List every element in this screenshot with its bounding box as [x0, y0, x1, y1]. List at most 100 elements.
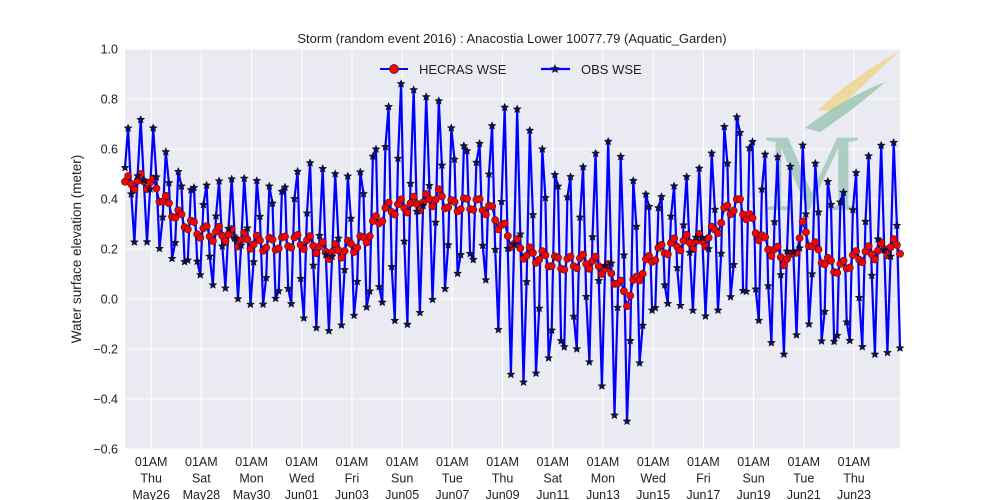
obs-wse-point — [296, 273, 306, 283]
legend-obs-label: OBS WSE — [581, 62, 642, 77]
obs-wse-point — [663, 298, 673, 308]
hecras-wse-point — [124, 172, 133, 180]
obs-wse-point — [214, 176, 224, 185]
obs-wse-point — [387, 262, 397, 271]
obs-wse-point — [446, 123, 456, 132]
hecras-wse-point — [814, 245, 823, 254]
hecras-wse-point — [704, 233, 713, 242]
x-tick-label: Wed — [640, 472, 666, 486]
obs-wse-point — [129, 237, 139, 246]
obs-wse-point — [644, 201, 654, 211]
y-axis-label: Water surface elevation (meter) — [69, 155, 84, 344]
obs-wse-point — [528, 210, 538, 219]
obs-wse-point — [453, 268, 463, 278]
hecras-wse-point — [384, 198, 393, 207]
legend: HECRAS WSE OBS WSE — [380, 62, 642, 77]
obs-wse-point — [798, 140, 808, 150]
obs-wse-point — [205, 251, 215, 261]
x-tick-label: Jun15 — [636, 488, 670, 500]
hecras-wse-point — [541, 251, 550, 260]
hecras-wse-point — [845, 263, 854, 272]
obs-wse-point — [666, 211, 676, 221]
obs-wse-point — [230, 233, 240, 243]
obs-wse-point — [594, 275, 604, 285]
obs-wse-point — [277, 186, 287, 196]
hecras-wse-point — [353, 243, 362, 252]
obs-wse-point — [820, 306, 830, 316]
obs-wse-point — [556, 336, 566, 345]
obs-wse-point — [242, 223, 252, 233]
obs-wse-point — [120, 162, 130, 172]
obs-wse-point — [773, 152, 783, 161]
hecras-wse-point — [372, 212, 380, 220]
hecras-wse-point — [152, 184, 161, 193]
obs-wse-point — [512, 104, 522, 114]
obs-wse-point — [537, 144, 547, 154]
obs-wse-point — [396, 79, 406, 88]
obs-wse-point — [870, 349, 880, 359]
obs-wse-point — [879, 245, 889, 255]
x-tick-label: Thu — [492, 472, 514, 486]
hecras-wse-point — [729, 206, 738, 215]
y-tick-label: 0.6 — [101, 143, 118, 157]
obs-wse-point — [139, 175, 149, 185]
obs-wse-point — [330, 169, 340, 178]
hecras-wse-point — [535, 255, 544, 264]
hecras-wse-point — [723, 201, 732, 210]
obs-wse-point — [198, 199, 208, 209]
obs-wse-point — [368, 151, 378, 161]
obs-wse-point — [148, 123, 158, 132]
obs-wse-point — [481, 275, 491, 284]
obs-wse-point — [578, 162, 588, 171]
obs-wse-point — [581, 291, 591, 301]
hecras-wse-point — [833, 268, 842, 277]
hecras-wse-point — [657, 240, 666, 249]
x-tick-label: Jun07 — [435, 488, 469, 500]
obs-wse-point — [456, 250, 466, 259]
obs-wse-point — [842, 317, 852, 327]
watermark-swoosh — [805, 82, 885, 132]
obs-wse-point — [443, 240, 453, 249]
x-tick-label: Jun11 — [536, 488, 569, 500]
obs-wse-point — [807, 269, 817, 278]
obs-wse-point — [145, 184, 155, 193]
obs-wse-point — [641, 189, 651, 199]
obs-wse-point — [525, 125, 535, 135]
obs-wse-point — [876, 140, 886, 150]
obs-wse-point — [559, 342, 569, 351]
hecras-wse-point — [274, 244, 283, 253]
hecras-wse-point — [607, 269, 616, 278]
obs-wse-point — [142, 237, 152, 246]
hecras-wse-point — [491, 216, 500, 224]
obs-wse-point — [754, 315, 764, 325]
hecras-wse-point — [736, 195, 744, 204]
hecras-wse-point — [579, 250, 587, 259]
obs-wse-point — [534, 303, 544, 313]
hecras-wse-point — [299, 245, 308, 253]
hecras-wse-point — [871, 255, 879, 264]
hecras-wse-point — [626, 291, 635, 300]
obs-wse-point — [302, 208, 312, 218]
obs-wse-point — [823, 176, 833, 186]
obs-wse-point — [741, 286, 751, 296]
x-tick-label: Jun03 — [335, 488, 369, 500]
obs-wse-point — [675, 300, 685, 310]
obs-wse-point — [588, 232, 597, 241]
obs-wse-point — [252, 176, 262, 185]
obs-wse-point — [239, 173, 249, 183]
obs-wse-point — [471, 157, 481, 167]
obs-wse-point — [343, 171, 353, 181]
obs-wse-point — [569, 311, 579, 321]
obs-wse-point — [274, 286, 284, 295]
legend-hecras-marker — [389, 64, 399, 74]
obs-wse-point — [365, 286, 375, 296]
hecras-wse-point — [365, 232, 374, 241]
obs-wse-point — [409, 85, 419, 94]
hecras-wse-point — [255, 236, 264, 245]
obs-wse-point — [421, 92, 431, 101]
obs-wse-point — [600, 260, 610, 270]
hecras-wse-point — [428, 202, 437, 211]
obs-wse-point — [255, 211, 265, 221]
obs-wse-point — [810, 158, 820, 168]
obs-wse-point — [848, 205, 858, 214]
